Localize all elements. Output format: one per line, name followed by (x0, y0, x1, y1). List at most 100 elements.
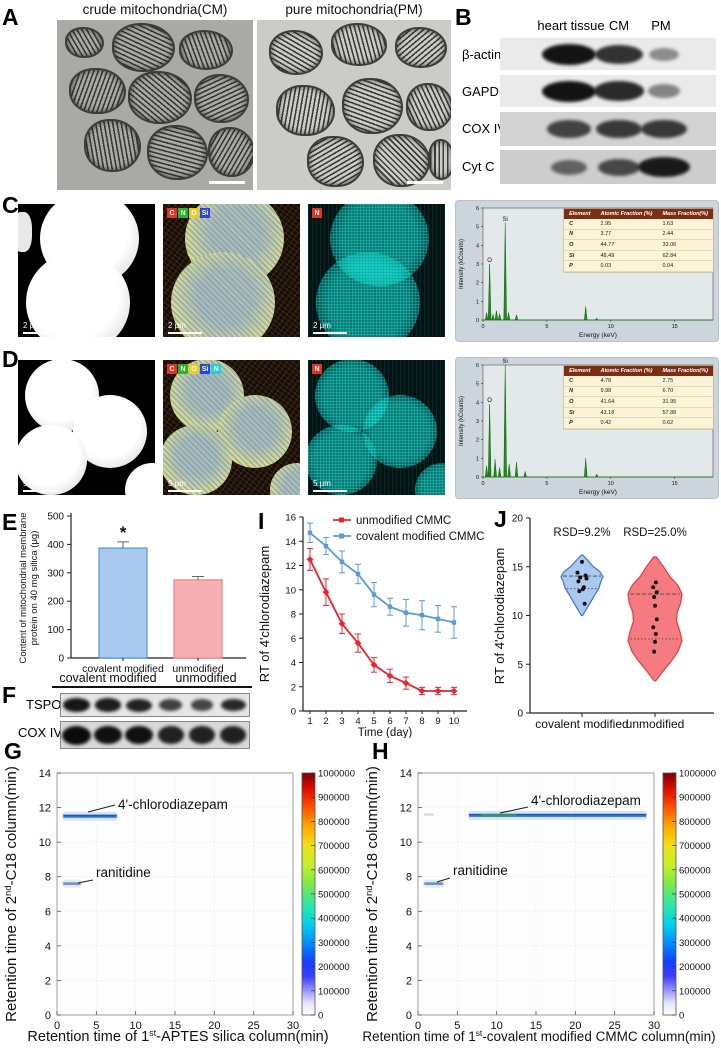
blot-band (641, 119, 687, 139)
eds-table-cell: 0.04 (657, 260, 713, 272)
bar-category-label: unmodified (172, 663, 224, 675)
blot-band (157, 726, 184, 744)
y-tick-label: 10 (400, 837, 412, 849)
data-marker (387, 604, 393, 609)
scale-bar: 5 μm (23, 479, 57, 492)
colorbar-tick-label: 0 (679, 1011, 684, 1022)
eds-table-cell: 9.98 (595, 386, 658, 398)
y-tick-label: 14 (39, 768, 51, 780)
x-tick-label: 5 (545, 481, 548, 487)
panel-f-label: F (2, 682, 17, 708)
blot-strip (500, 150, 716, 184)
scale-bar-text: 5 μm (23, 479, 41, 489)
scale-bar: 5 μm (313, 479, 347, 492)
eds-table-cell: 0.03 (595, 260, 658, 272)
panel-a-label: A (2, 4, 19, 30)
panel-h-label: H (372, 738, 389, 764)
data-marker (371, 592, 377, 597)
silica-sphere (171, 251, 276, 337)
x-tick-label: 20 (208, 1020, 220, 1032)
em-image-crude-mitochondria (57, 20, 253, 190)
data-marker (339, 559, 345, 565)
x-tick-label: 5 (454, 1020, 460, 1032)
eds-table-cell: N (564, 386, 596, 398)
annotation-leader (77, 879, 94, 884)
colorbar-tick-label: 500000 (679, 890, 711, 901)
y-tick-label: 2 (476, 438, 479, 444)
y-tick-label: 3 (476, 262, 479, 268)
blot-band (93, 725, 123, 745)
data-marker (307, 530, 313, 535)
eds-table-cell: 2.95 (595, 219, 658, 230)
eds-table-cell: O (564, 396, 596, 408)
data-marker (306, 556, 314, 563)
data-point (577, 589, 582, 594)
eds-table-cell: P (564, 260, 596, 272)
eds-table-cell: P (564, 417, 596, 429)
x-axis-label-part: Retention time of 1 (27, 1029, 149, 1045)
antibody-label: TSPO (26, 697, 62, 712)
blot-band (594, 81, 644, 101)
scale-bar (209, 181, 245, 184)
x-tick-label: 10 (130, 1020, 142, 1032)
debris (18, 211, 32, 252)
colorbar-tick-label: 100000 (318, 986, 350, 997)
colorbar-tick-label: 500000 (318, 890, 350, 901)
y-axis-label: Intensity (kCounts) (459, 239, 465, 289)
data-point (654, 617, 659, 622)
y-tick-label: 10 (39, 837, 51, 849)
scale-bar-line (313, 332, 347, 334)
x-tick-label: 0 (481, 481, 484, 487)
eds-table-cell: 62.84 (657, 250, 713, 262)
y-tick-label: 2 (406, 975, 412, 987)
colorbar-tick-label: 300000 (679, 938, 711, 949)
eds-table-header: Atomic Fraction (%) (595, 366, 658, 376)
eds-element-legend: C N O Si (167, 208, 211, 218)
x-tick-label: 0 (481, 324, 484, 330)
y-tick-label: 10 (285, 585, 296, 596)
y-tick-label: 2 (291, 682, 296, 693)
element-chip-N: N (178, 364, 188, 374)
y-tick-label: 15 (512, 562, 524, 573)
lane-header-pm: PM (651, 18, 671, 33)
eds-table-cell: 0.62 (657, 417, 713, 429)
blot-group-unmodified: unmodified (160, 671, 252, 688)
eds-table-cell: 44.77 (595, 239, 658, 251)
y-tick-label: 300 (47, 568, 64, 579)
mitochondrion (307, 135, 364, 188)
blot-band (126, 698, 153, 712)
y-tick-label: 200 (47, 597, 64, 608)
blot-band (597, 158, 640, 176)
spectrum-peaks (483, 364, 713, 478)
scale-bar (407, 181, 443, 184)
x-tick-label: 10 (449, 716, 460, 727)
x-axis-label: Energy (keV) (579, 332, 617, 339)
eds-table-cell: 48.49 (595, 250, 658, 262)
band-core-green (480, 813, 517, 817)
annotation-leader (87, 804, 116, 813)
x-tick-label: 5 (93, 1020, 99, 1032)
blot-group-covalent-modified: covalent modified (52, 671, 164, 688)
sem-image-d: 5 μm (18, 360, 155, 495)
scale-bar: 2 μm (23, 321, 57, 334)
x-tick-label: 9 (435, 716, 440, 727)
y-tick-label: 10 (512, 611, 524, 622)
eds-table-cell: N (564, 229, 596, 241)
data-point (652, 594, 657, 599)
scale-bar-text: 2 μm (23, 321, 41, 331)
data-point (651, 625, 656, 630)
data-point (653, 632, 658, 637)
y-tick-label: 5 (476, 225, 479, 231)
colorbar-tick-label: 800000 (318, 817, 350, 828)
panel-j-label: J (494, 506, 507, 532)
colorbar-tick-label: 1000000 (679, 769, 716, 780)
eds-table-row: C 2.95 1.63 (564, 219, 713, 230)
y-tick-label: 14 (400, 768, 412, 780)
panel-e-label: E (2, 509, 18, 535)
legend-marker (339, 517, 344, 523)
y-tick-label: 0 (45, 1010, 51, 1022)
x-axis-label-sup: st (149, 1028, 156, 1038)
scale-bar-line (23, 332, 57, 334)
colorbar-tick-label: 400000 (679, 914, 711, 925)
panel-d-label: D (2, 346, 19, 372)
